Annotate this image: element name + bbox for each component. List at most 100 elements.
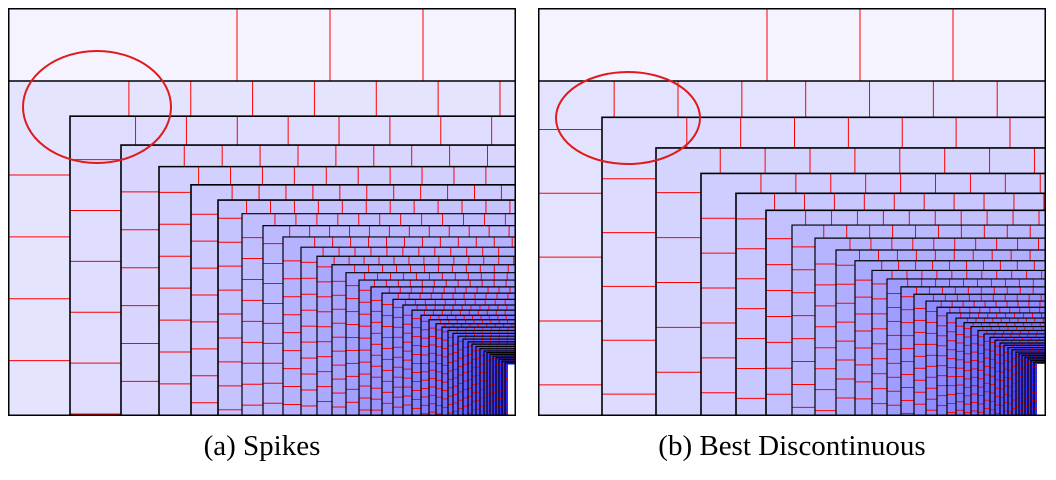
band-boundary	[495, 357, 516, 416]
band-horizontal	[855, 260, 1046, 271]
band-vertical	[964, 322, 971, 416]
band-boundary	[946, 312, 1046, 416]
band-vertical	[421, 315, 429, 416]
band-horizontal	[1022, 355, 1046, 358]
band-boundary	[1015, 351, 1046, 416]
band-horizontal	[484, 350, 516, 353]
band-horizontal	[421, 315, 516, 320]
band-horizontal	[242, 213, 516, 226]
band-boundary	[217, 199, 516, 416]
band-vertical	[499, 359, 502, 416]
band-horizontal	[301, 247, 516, 257]
band-boundary	[428, 319, 516, 416]
band-horizontal	[468, 341, 516, 345]
band-vertical	[70, 116, 121, 416]
band-boundary	[345, 272, 516, 416]
band-boundary	[1018, 353, 1046, 416]
band-horizontal	[191, 184, 516, 201]
band-vertical	[887, 278, 901, 416]
band-horizontal	[393, 299, 516, 306]
band-boundary	[479, 348, 516, 416]
band-horizontal	[937, 307, 1046, 313]
band-vertical	[956, 318, 964, 416]
highlight-ellipse	[22, 50, 172, 164]
band-horizontal	[602, 117, 1046, 148]
band-horizontal	[8, 81, 516, 117]
band-vertical	[538, 81, 602, 416]
band-boundary	[447, 329, 516, 416]
band-horizontal	[218, 200, 516, 214]
caption-a: (a) Spikes	[203, 430, 321, 462]
band-vertical	[1004, 345, 1008, 416]
band-horizontal	[472, 344, 516, 347]
band-horizontal	[442, 327, 516, 331]
band-boundary	[501, 360, 516, 416]
band-vertical	[937, 307, 947, 416]
band-horizontal	[121, 145, 516, 167]
band-boundary	[498, 358, 516, 416]
panel-b	[538, 8, 1046, 416]
band-boundary	[358, 279, 516, 416]
band-vertical	[901, 286, 914, 416]
band-vertical	[487, 352, 490, 416]
band-vertical	[263, 225, 283, 416]
mesh-diagram-b	[538, 8, 1046, 416]
band-vertical	[317, 256, 332, 416]
band-horizontal	[990, 337, 1046, 341]
band-vertical	[480, 348, 484, 416]
band-boundary	[913, 293, 1046, 416]
band-horizontal	[887, 278, 1046, 287]
band-boundary	[190, 183, 516, 416]
band-vertical	[8, 81, 70, 416]
band-boundary	[462, 338, 516, 416]
band-vertical	[191, 184, 218, 416]
band-boundary	[538, 80, 1046, 416]
band-horizontal	[487, 352, 516, 355]
band-vertical	[371, 286, 382, 416]
band-vertical	[332, 264, 346, 416]
band-vertical	[159, 166, 191, 416]
frame	[538, 8, 1046, 416]
band-horizontal	[502, 361, 516, 363]
band-boundary	[735, 192, 1046, 416]
band-horizontal	[496, 357, 516, 360]
band-boundary	[504, 362, 516, 416]
band-horizontal	[159, 166, 516, 185]
band-boundary	[955, 317, 1046, 416]
band-horizontal	[490, 354, 516, 357]
band-vertical	[442, 327, 448, 416]
band-horizontal	[1004, 345, 1046, 348]
band-horizontal	[429, 319, 516, 324]
top-strip	[8, 8, 516, 81]
band-vertical	[971, 326, 978, 416]
band-boundary	[411, 309, 516, 416]
band-horizontal	[458, 336, 516, 340]
band-vertical	[346, 272, 359, 416]
band-horizontal	[371, 286, 516, 294]
band-vertical	[792, 225, 815, 416]
band-horizontal	[964, 322, 1046, 327]
band-boundary	[601, 116, 1046, 416]
band-horizontal	[505, 362, 516, 365]
band-vertical	[242, 213, 263, 416]
band-horizontal	[463, 339, 516, 342]
band-boundary	[420, 314, 516, 416]
band-vertical	[301, 247, 317, 416]
band-boundary	[1030, 359, 1046, 416]
band-horizontal	[766, 210, 1046, 226]
band-vertical	[872, 270, 887, 416]
band-horizontal	[926, 301, 1046, 308]
band-boundary	[158, 165, 516, 416]
band-vertical	[429, 319, 436, 416]
band-boundary	[655, 147, 1046, 416]
band-boundary	[392, 298, 516, 416]
caption-b: (b) Best Discontinuous	[658, 430, 926, 462]
band-horizontal	[1016, 352, 1046, 354]
band-vertical	[493, 356, 496, 416]
mesh-diagram-a	[8, 8, 516, 416]
band-vertical	[1025, 357, 1028, 416]
highlight-ellipse	[555, 71, 701, 165]
band-horizontal	[701, 173, 1046, 194]
band-vertical	[1034, 362, 1037, 416]
band-horizontal	[480, 348, 516, 351]
